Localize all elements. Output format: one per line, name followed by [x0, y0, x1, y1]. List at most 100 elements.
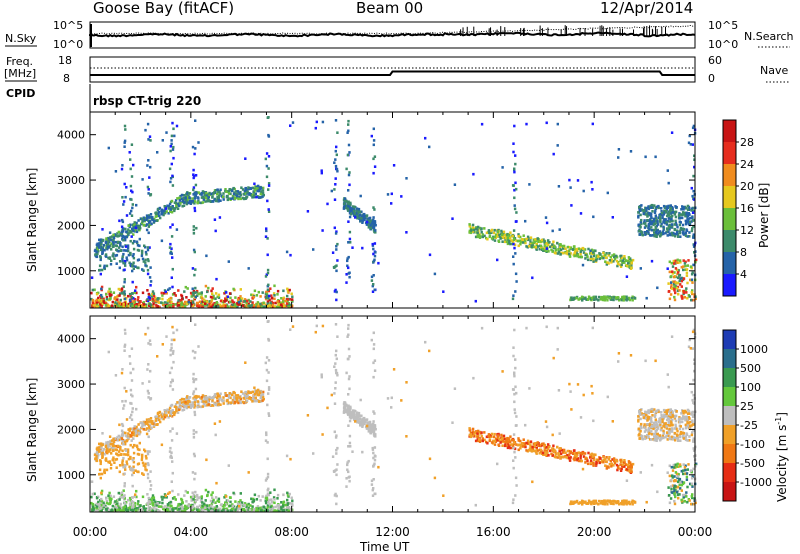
velocity-cell [101, 451, 104, 455]
power-cell [261, 302, 264, 305]
power-cell [525, 237, 528, 241]
power-cell [170, 305, 173, 309]
power-cell [269, 287, 272, 290]
power-cell [675, 231, 679, 234]
power-cell [98, 269, 101, 272]
power-cell [320, 169, 323, 172]
power-cell [173, 201, 177, 204]
power-cell [535, 242, 538, 246]
velocity-cell [175, 409, 178, 413]
power-cell [534, 246, 537, 249]
power-cell [126, 294, 130, 298]
power-cell [222, 304, 225, 308]
velocity-cell [248, 397, 251, 400]
power-cell [105, 264, 109, 268]
velocity-cell [605, 456, 608, 459]
power-cell [158, 214, 161, 218]
power-cell [152, 302, 155, 306]
power-cell [266, 237, 269, 240]
power-cell [136, 298, 140, 302]
power-cell [237, 197, 240, 201]
power-cell [149, 193, 153, 196]
power-cell [372, 216, 375, 219]
velocity-cell [129, 508, 133, 511]
power-cell [272, 292, 276, 295]
velocity-cell [592, 464, 595, 467]
power-cell [99, 272, 102, 276]
velocity-cell [261, 399, 264, 402]
velocity-cell [489, 433, 492, 437]
power-cell [547, 239, 550, 242]
velocity-cell [560, 455, 563, 459]
power-cell [525, 122, 528, 126]
power-cell [116, 240, 120, 244]
power-cell [626, 297, 629, 300]
power-cell [684, 260, 687, 264]
power-cell [99, 256, 102, 259]
velocity-cell [487, 433, 491, 436]
velocity-cell [616, 468, 619, 472]
power-cell [587, 298, 590, 301]
power-cell [187, 300, 190, 304]
power-cell [167, 288, 170, 292]
power-cell [559, 253, 562, 256]
cpid-panel: CPID rbsp CT-trig 220 [6, 84, 201, 112]
power-cell [661, 214, 664, 217]
power-cell [128, 292, 132, 296]
velocity-cell [222, 402, 225, 405]
velocity-cell [231, 507, 234, 511]
power-cell [678, 274, 682, 277]
power-cell [123, 141, 126, 144]
power-cell [360, 217, 363, 220]
velocity-scatter [90, 320, 698, 513]
power-cell [656, 220, 659, 223]
power-cell [531, 243, 534, 246]
velocity-cell [538, 451, 541, 455]
power-cell [512, 229, 516, 232]
power-cell [120, 233, 124, 236]
power-cell [638, 205, 641, 209]
power-cell [217, 198, 221, 202]
velocity-cell [179, 509, 183, 512]
power-cell [100, 299, 104, 303]
velocity-cell [137, 504, 140, 507]
velocity-cell [343, 403, 347, 407]
power-cell [647, 212, 651, 215]
power-cell [557, 248, 560, 251]
power-cell [141, 304, 144, 307]
power-cell [151, 290, 155, 293]
power-cell [227, 197, 231, 200]
velocity-cell [201, 509, 204, 513]
power-cell [514, 154, 517, 157]
power-cell [501, 235, 504, 238]
power-cell [152, 305, 155, 309]
velocity-cell [91, 502, 95, 506]
power-cell [660, 222, 663, 226]
velocity-cell [493, 443, 497, 446]
power-cell [676, 281, 680, 285]
velocity-cell [255, 391, 258, 394]
power-cell [275, 305, 279, 309]
power-cell [100, 287, 103, 291]
velocity-cell [230, 401, 233, 404]
power-cell [674, 267, 678, 270]
velocity-cell [499, 441, 502, 444]
velocity-cell [367, 430, 370, 433]
velocity-cell [127, 436, 130, 440]
power-cell [496, 258, 499, 262]
power-cell [677, 269, 680, 272]
power-cell [200, 295, 203, 299]
power-cell [156, 298, 159, 301]
power-cell [230, 197, 233, 200]
power-cell [265, 175, 269, 179]
power-cell [582, 247, 585, 250]
velocity-cell [147, 423, 150, 426]
velocity-cell [192, 493, 196, 497]
velocity-cell [99, 450, 103, 453]
power-cell [111, 300, 114, 304]
power-cell [194, 268, 197, 271]
power-cell [691, 289, 694, 292]
power-cell [115, 253, 119, 257]
velocity-cell [236, 400, 239, 403]
power-cell [291, 295, 294, 299]
